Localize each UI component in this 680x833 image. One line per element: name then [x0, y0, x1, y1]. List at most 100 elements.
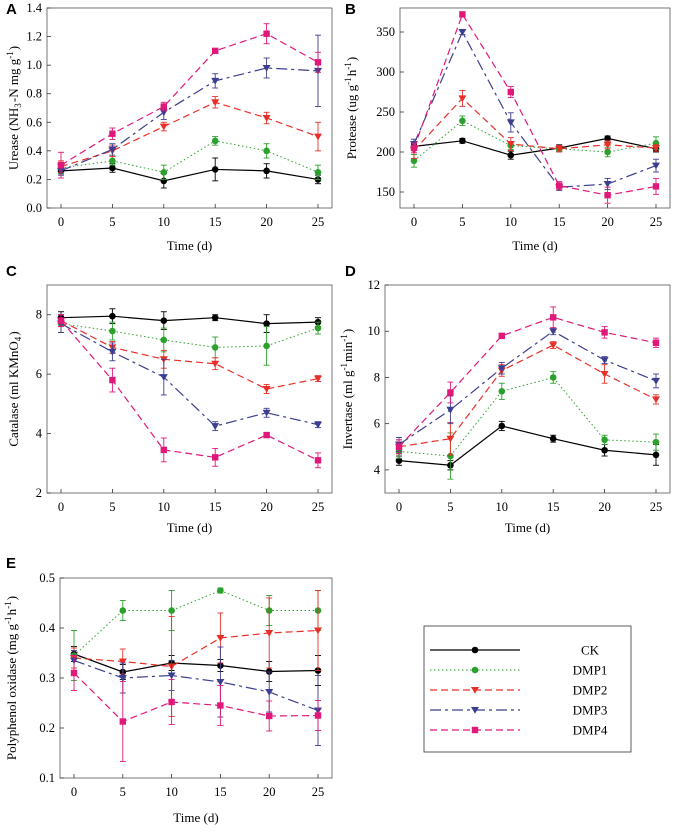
- data-point: [265, 668, 273, 675]
- data-point: [119, 607, 127, 614]
- data-point: [603, 141, 612, 149]
- series-line-dmp1: [413, 120, 657, 162]
- data-point: [118, 675, 127, 682]
- data-point: [604, 148, 611, 156]
- y-axis-title: Invertase (ml g-1 min-1 ): [339, 329, 355, 449]
- x-tick-label: 25: [650, 215, 663, 229]
- data-point: [108, 348, 117, 356]
- data-point: [314, 421, 322, 429]
- plot-frame: [46, 7, 333, 209]
- data-point: [119, 718, 126, 725]
- data-point: [604, 135, 611, 142]
- series-line-dmp3: [398, 330, 657, 445]
- series-line-dmp3: [60, 67, 319, 172]
- data-point: [109, 312, 116, 320]
- panel-letter: A: [6, 1, 17, 18]
- legend-marker: [471, 726, 479, 734]
- y-tick-label: 350: [376, 25, 395, 39]
- data-point: [652, 339, 660, 346]
- data-point: [652, 438, 660, 446]
- data-point: [314, 627, 322, 635]
- data-point: [600, 357, 609, 364]
- legend: CK DMP1 DMP2 DMP3 DMP4: [423, 625, 632, 753]
- legend-item-dmp1: DMP1: [430, 663, 607, 678]
- x-tick-label: 20: [260, 215, 273, 229]
- y-tick-label: 300: [376, 65, 395, 79]
- data-point: [395, 443, 403, 450]
- series-line-dmp3: [60, 323, 319, 427]
- x-tick-label: 10: [158, 215, 171, 229]
- data-point: [652, 451, 660, 459]
- x-tick-label: 15: [547, 500, 560, 514]
- x-axis-title: Time (d): [167, 520, 212, 535]
- series-line-dmp1: [60, 323, 319, 348]
- y-tick-label: 0.2: [39, 721, 55, 735]
- data-point: [498, 422, 506, 430]
- y-tick-label: 1.2: [26, 30, 42, 44]
- legend-label: DMP2: [573, 683, 608, 698]
- data-point: [601, 329, 608, 336]
- x-axis-title: Time (d): [505, 520, 550, 535]
- panel-a: A 0.0 0.2 0.4 0.6 0.8 1.0 1.2 1.4 0 5 10 15 20 25 Time …: [5, 1, 333, 253]
- series-dmp3: [395, 327, 660, 452]
- series-line-dmp1: [60, 140, 319, 173]
- data-point: [652, 396, 660, 404]
- series-dmp2: [395, 341, 660, 456]
- series-line-dmp2: [398, 344, 657, 448]
- data-point: [550, 314, 557, 321]
- x-tick-label: 15: [209, 215, 222, 229]
- y-tick-label: 0.4: [39, 621, 55, 635]
- data-point: [217, 587, 224, 594]
- y-tick-label: 200: [376, 145, 395, 159]
- x-tick-label: 0: [411, 215, 417, 229]
- data-point: [314, 324, 322, 332]
- panel-letter: C: [6, 263, 17, 280]
- data-point: [410, 157, 418, 165]
- data-point: [549, 342, 558, 349]
- data-point: [549, 435, 557, 442]
- y-tick-label: 0.0: [26, 201, 42, 215]
- legend-label: CK: [581, 643, 600, 658]
- legend-box: [423, 625, 632, 753]
- data-point: [109, 164, 116, 172]
- data-point: [262, 386, 271, 393]
- x-tick-label: 0: [58, 215, 64, 229]
- data-point: [507, 151, 515, 159]
- data-point: [159, 374, 168, 381]
- series-ck: [57, 308, 322, 333]
- data-point: [314, 712, 322, 719]
- series-dmp2: [57, 314, 322, 394]
- x-tick-label: 10: [505, 215, 518, 229]
- y-axis-title: Polyphenol oxidase (mg g-1 h-1 ): [3, 596, 19, 760]
- y-tick-label: 1.4: [26, 1, 42, 15]
- data-point: [160, 446, 167, 454]
- series-ck: [395, 420, 660, 471]
- data-point: [446, 406, 455, 414]
- legend-label: DMP4: [573, 723, 608, 738]
- data-point: [109, 327, 116, 335]
- data-point: [211, 99, 220, 107]
- data-point: [216, 679, 225, 686]
- series-line-dmp1: [73, 589, 318, 656]
- legend-marker: [471, 666, 479, 674]
- y-tick-label: 4: [36, 427, 43, 441]
- series-line-dmp3: [413, 30, 657, 188]
- data-point: [497, 365, 506, 372]
- series-line-ck: [60, 167, 319, 182]
- y-axis-title: Catalase (ml KMnO4 ): [6, 331, 23, 446]
- data-point: [498, 332, 505, 340]
- y-tick-label: 0.5: [39, 571, 55, 585]
- y-tick-label: 150: [376, 185, 395, 199]
- x-tick-label: 5: [447, 500, 453, 514]
- x-tick-label: 5: [459, 215, 465, 229]
- x-tick-label: 0: [396, 500, 402, 514]
- data-point: [211, 360, 220, 368]
- data-point: [458, 29, 467, 36]
- panel-c: C 2 4 6 8 0 5 10 15 20 25 Time (d) Catalase (ml KMnO…: [6, 263, 333, 535]
- x-tick-label: 10: [158, 500, 171, 514]
- data-point: [263, 167, 270, 175]
- x-tick-label: 15: [209, 500, 222, 514]
- data-point: [266, 712, 273, 720]
- y-tick-label: 6: [36, 367, 42, 381]
